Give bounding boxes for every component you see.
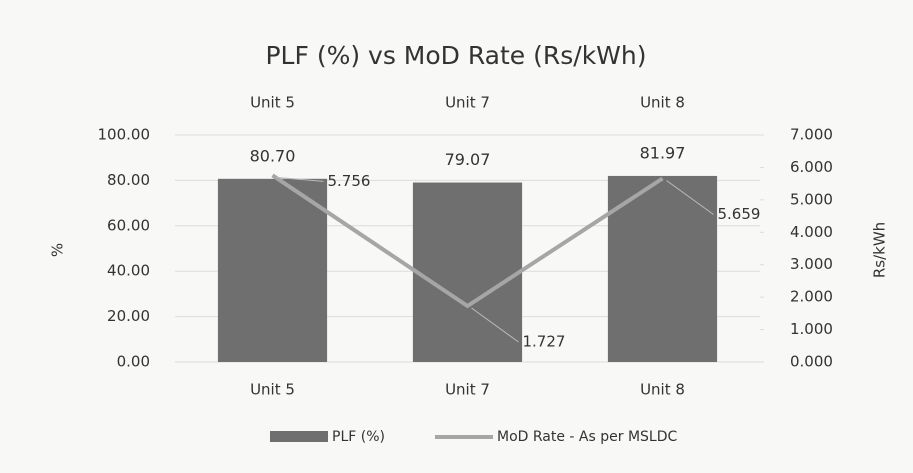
chart-title: PLF (%) vs MoD Rate (Rs/kWh) bbox=[265, 41, 646, 70]
x-tick-label: Unit 8 bbox=[640, 381, 685, 399]
legend-swatch bbox=[270, 431, 328, 442]
line bbox=[271, 173, 664, 309]
bar bbox=[607, 175, 718, 362]
y2-axis-title: Rs/kWh bbox=[871, 222, 889, 278]
y2-tick-label: 0.000 bbox=[790, 353, 833, 371]
bar bbox=[412, 182, 523, 362]
leader-line bbox=[666, 180, 714, 215]
bar-value-label: 81.97 bbox=[640, 143, 686, 162]
y-tick-label: 40.00 bbox=[107, 262, 150, 280]
y2-tick-label: 2.000 bbox=[790, 288, 833, 306]
y2-tick-label: 7.000 bbox=[790, 126, 833, 144]
leader-line bbox=[276, 176, 324, 182]
y-tick-label: 60.00 bbox=[107, 216, 150, 234]
y-tick-label: 80.00 bbox=[107, 171, 150, 189]
bar-value-label: 79.07 bbox=[445, 150, 491, 169]
y-tick-label: 100.00 bbox=[98, 126, 151, 144]
legend-label: PLF (%) bbox=[332, 429, 385, 445]
x-tick-label-top: Unit 5 bbox=[250, 94, 295, 112]
line-value-label: 5.659 bbox=[718, 205, 761, 223]
y-tick-label: 0.00 bbox=[117, 353, 150, 371]
x-tick-label: Unit 5 bbox=[250, 381, 295, 399]
y-axis-title: % bbox=[49, 243, 67, 257]
x-tick-label-top: Unit 7 bbox=[445, 94, 490, 112]
y2-tick-label: 5.000 bbox=[790, 190, 833, 208]
x-tick-label-top: Unit 8 bbox=[640, 94, 685, 112]
y2-tick-label: 4.000 bbox=[790, 223, 833, 241]
y2-tick-label: 6.000 bbox=[790, 158, 833, 176]
bar bbox=[217, 178, 328, 362]
y2-tick-label: 3.000 bbox=[790, 255, 833, 273]
x-tick-label: Unit 7 bbox=[445, 381, 490, 399]
y-tick-label: 20.00 bbox=[107, 307, 150, 325]
y2-tick-label: 1.000 bbox=[790, 320, 833, 338]
line-value-label: 5.756 bbox=[328, 172, 371, 190]
bar-value-label: 80.70 bbox=[250, 146, 296, 165]
line-value-label: 1.727 bbox=[523, 332, 566, 350]
leader-line bbox=[471, 307, 519, 343]
legend-label: MoD Rate - As per MSLDC bbox=[497, 429, 678, 445]
